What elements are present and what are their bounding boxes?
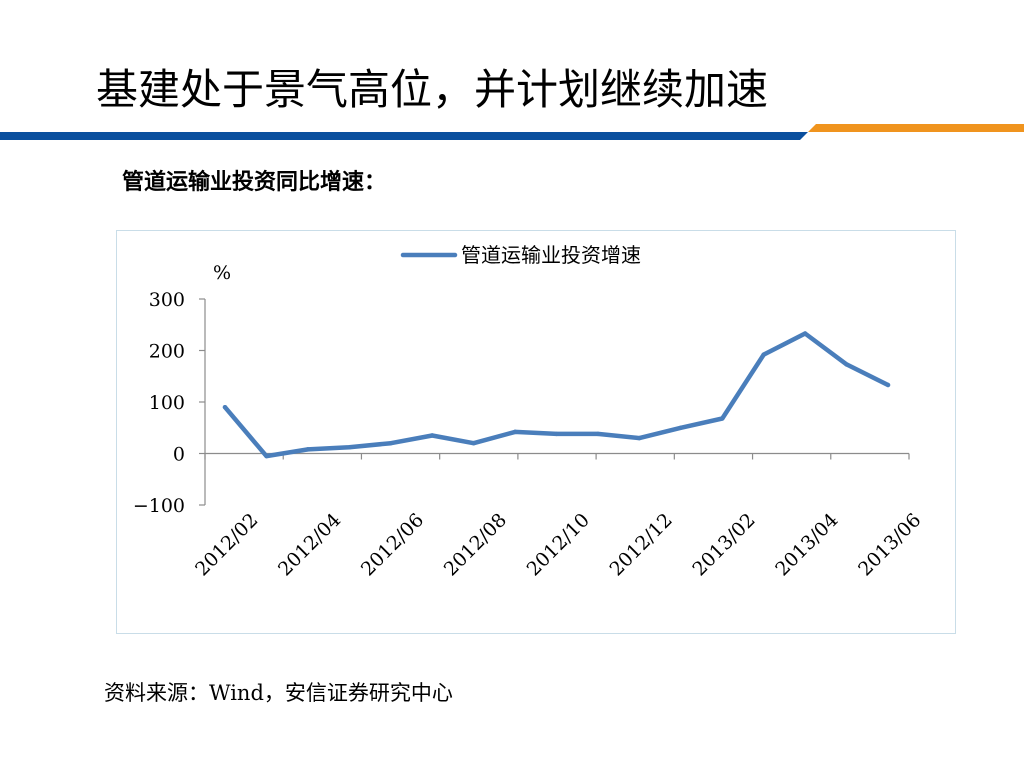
data-point [720,416,725,421]
x-tick-label: 2012/10 [523,509,594,580]
x-tick-label: 2012/04 [274,509,345,580]
data-point [347,445,352,450]
header-divider [0,124,1024,140]
y-tick-label: 200 [149,341,185,363]
data-point [844,362,849,367]
x-tick-label: 2012/08 [440,509,511,580]
data-point [305,447,311,452]
data-point [512,429,518,435]
data-point [222,404,228,410]
x-tick-label: 2013/06 [854,509,925,580]
data-point [678,425,684,430]
data-point [471,441,476,446]
data-point [388,441,393,446]
chart-subtitle: 管道运输业投资同比增速： [122,170,387,195]
chart-frame: 300 200 100 0 −100% 2012/02 2012/04 2012/06 2012… [116,230,956,634]
data-point [554,431,559,437]
series-line [222,331,891,459]
y-tick-label: 0 [173,444,185,466]
data-point [802,331,808,336]
x-tick-label: 2013/02 [688,509,759,580]
x-tick-label: 2012/06 [357,509,428,580]
data-point [595,431,601,437]
data-point [637,435,642,441]
x-tick-label: 2013/04 [771,509,842,580]
header-bar-blue [0,132,808,140]
y-axis-unit-label: % [213,262,231,284]
y-tick-label: 100 [149,392,185,414]
data-point [761,352,766,357]
data-point [264,453,269,459]
y-tick-label: −100 [133,495,185,517]
x-tick-label: 2012/12 [605,509,676,580]
header-bar-orange [808,124,1024,132]
source-note: 资料来源：Wind，安信证券研究中心 [104,681,453,705]
data-point [885,382,891,388]
page-title: 基建处于景气高位，并计划继续加速 [96,65,769,114]
legend-label: 管道运输业投资增速 [461,243,641,267]
x-tick-label: 2012/02 [191,509,262,580]
data-point [429,433,435,438]
y-tick-label: 300 [149,289,185,311]
